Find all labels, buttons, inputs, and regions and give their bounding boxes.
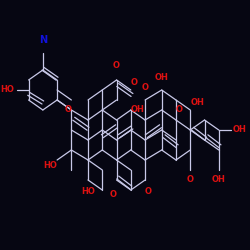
Text: O: O [142,84,148,92]
Text: OH: OH [131,106,145,114]
Text: N: N [39,35,47,45]
Text: HO: HO [81,188,95,196]
Text: OH: OH [190,98,204,107]
Text: O: O [113,61,120,70]
Text: O: O [145,188,152,196]
Text: HO: HO [0,86,14,94]
Text: O: O [64,106,71,114]
Text: OH: OH [155,74,169,82]
Text: HO: HO [43,160,57,170]
Text: O: O [110,190,116,199]
Text: O: O [131,78,138,87]
Text: O: O [176,106,183,114]
Text: OH: OH [212,175,226,184]
Text: O: O [187,175,194,184]
Text: OH: OH [233,126,247,134]
